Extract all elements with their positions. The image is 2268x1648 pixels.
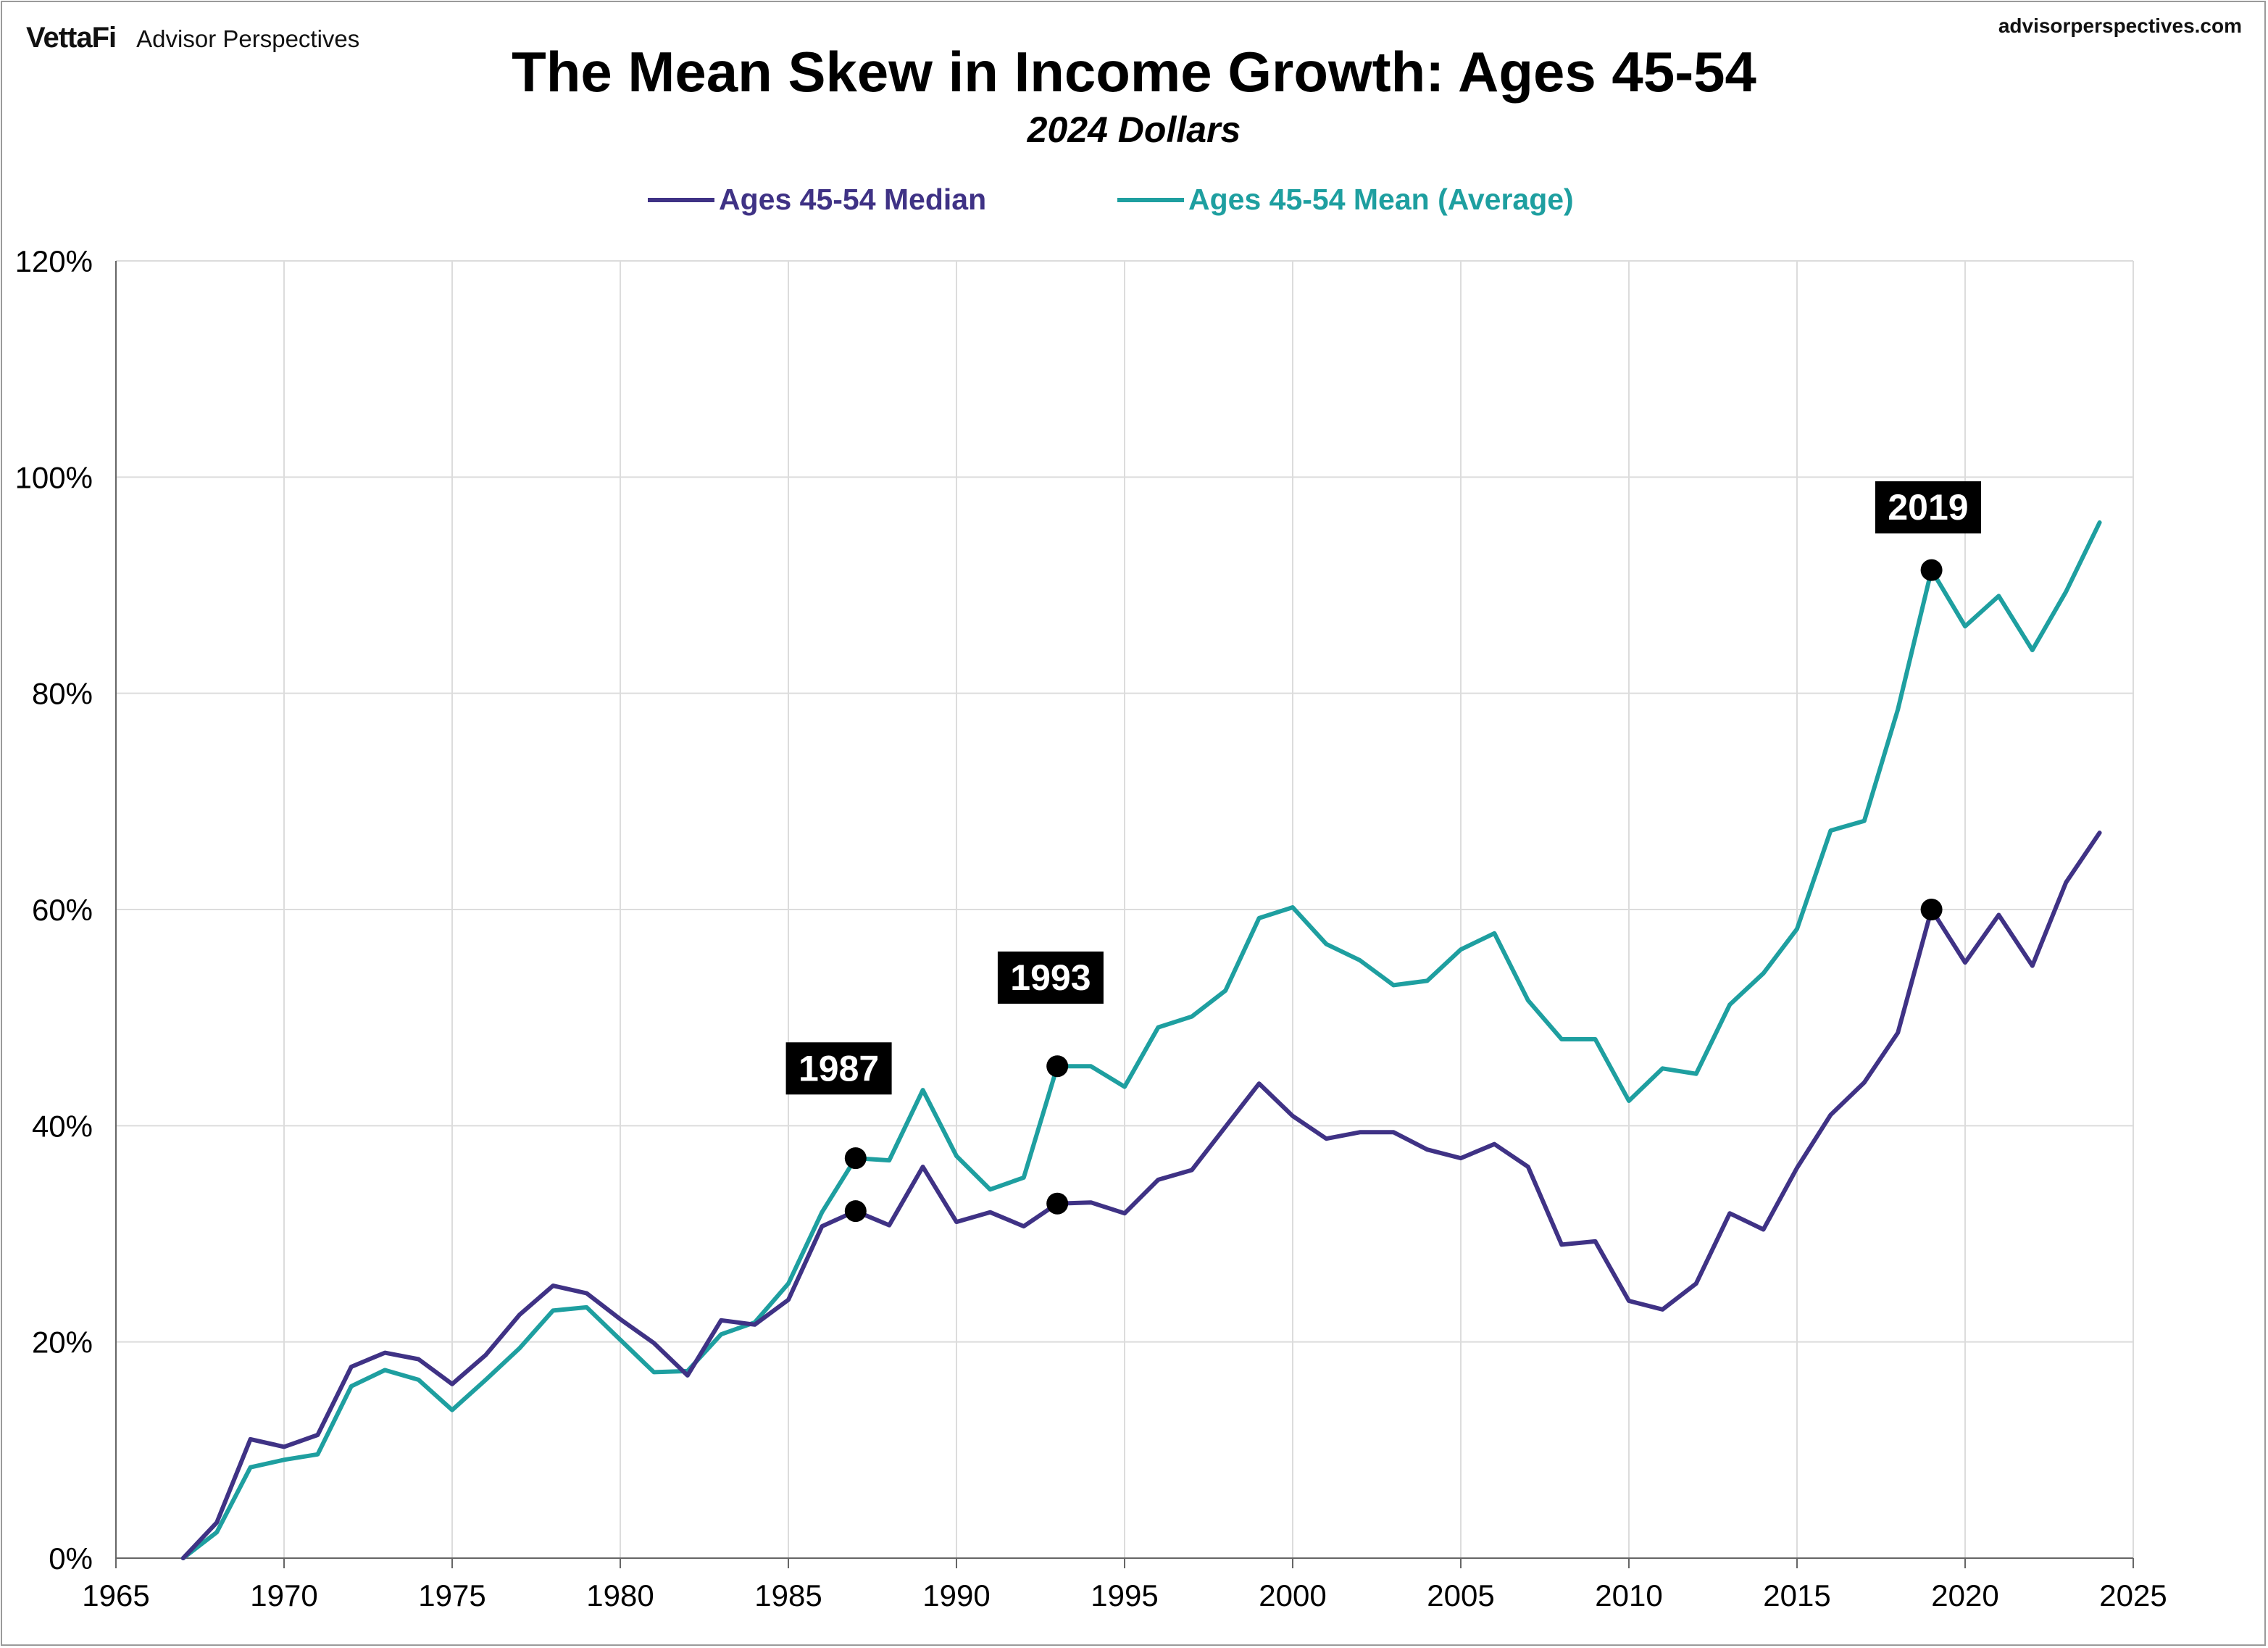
- x-tick-label: 1995: [1091, 1578, 1158, 1612]
- y-tick-label: 40%: [32, 1109, 93, 1143]
- x-tick-label: 2000: [1259, 1578, 1326, 1612]
- x-tick-label: 2015: [1763, 1578, 1830, 1612]
- annotation-box-1987: [785, 1042, 892, 1095]
- marker-mean-2019: [1920, 559, 1943, 581]
- y-tick-label: 60%: [32, 893, 93, 927]
- legend-swatch-mean: [1117, 197, 1184, 202]
- chart-title: The Mean Skew in Income Growth: Ages 45-…: [512, 40, 1756, 104]
- annotation-box-1993: [997, 951, 1104, 1004]
- x-tick-label: 2010: [1595, 1578, 1662, 1612]
- x-tick-label: 1980: [586, 1578, 654, 1612]
- marker-mean-1993: [1046, 1055, 1069, 1078]
- site-url: advisorperspectives.com: [1998, 14, 2242, 37]
- chart-subtitle: 2024 Dollars: [1027, 109, 1241, 150]
- marker-median-2019: [1920, 899, 1943, 920]
- annotation-box-2019: [1875, 481, 1981, 534]
- marker-median-1993: [1046, 1192, 1069, 1215]
- x-tick-label: 1985: [754, 1578, 822, 1612]
- series-line-mean: [180, 520, 2102, 1560]
- legend-item-median: Ages 45-54 Median: [648, 183, 986, 217]
- marker-median-1987: [844, 1200, 867, 1223]
- x-tick-label: 1970: [250, 1578, 317, 1612]
- x-tick-label: 2025: [2099, 1578, 2167, 1612]
- y-tick-label: 0%: [49, 1541, 93, 1576]
- legend-item-mean: Ages 45-54 Mean (Average): [1117, 183, 1574, 217]
- y-tick-label: 20%: [32, 1326, 93, 1360]
- legend-swatch-median: [648, 197, 714, 202]
- legend: Ages 45-54 Median Ages 45-54 Mean (Avera…: [0, 183, 2268, 226]
- y-tick-label: 120%: [15, 244, 93, 278]
- marker-mean-1987: [844, 1147, 867, 1170]
- series-line-median: [180, 831, 2102, 1560]
- brand: VettaFi Advisor Perspectives: [26, 22, 359, 54]
- annotation-label-1993: 1993: [1010, 957, 1091, 998]
- x-tick-label: 1965: [82, 1578, 149, 1612]
- annotation-label-1987: 1987: [799, 1048, 879, 1089]
- vettafi-logo: VettaFi: [26, 22, 117, 54]
- legend-label-median: Ages 45-54 Median: [719, 183, 987, 216]
- x-tick-label: 1990: [922, 1578, 990, 1612]
- x-tick-label: 2005: [1427, 1578, 1494, 1612]
- brand-name: Advisor Perspectives: [136, 25, 360, 52]
- annotation-label-2019: 2019: [1888, 487, 1968, 528]
- y-tick-label: 80%: [32, 677, 93, 711]
- y-tick-label: 100%: [15, 460, 93, 494]
- x-tick-label: 2020: [1931, 1578, 1998, 1612]
- legend-label-mean: Ages 45-54 Mean (Average): [1188, 183, 1574, 216]
- x-tick-label: 1975: [418, 1578, 485, 1612]
